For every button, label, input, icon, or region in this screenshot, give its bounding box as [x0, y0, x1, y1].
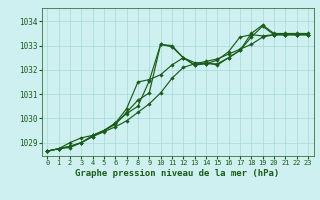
X-axis label: Graphe pression niveau de la mer (hPa): Graphe pression niveau de la mer (hPa) — [76, 169, 280, 178]
